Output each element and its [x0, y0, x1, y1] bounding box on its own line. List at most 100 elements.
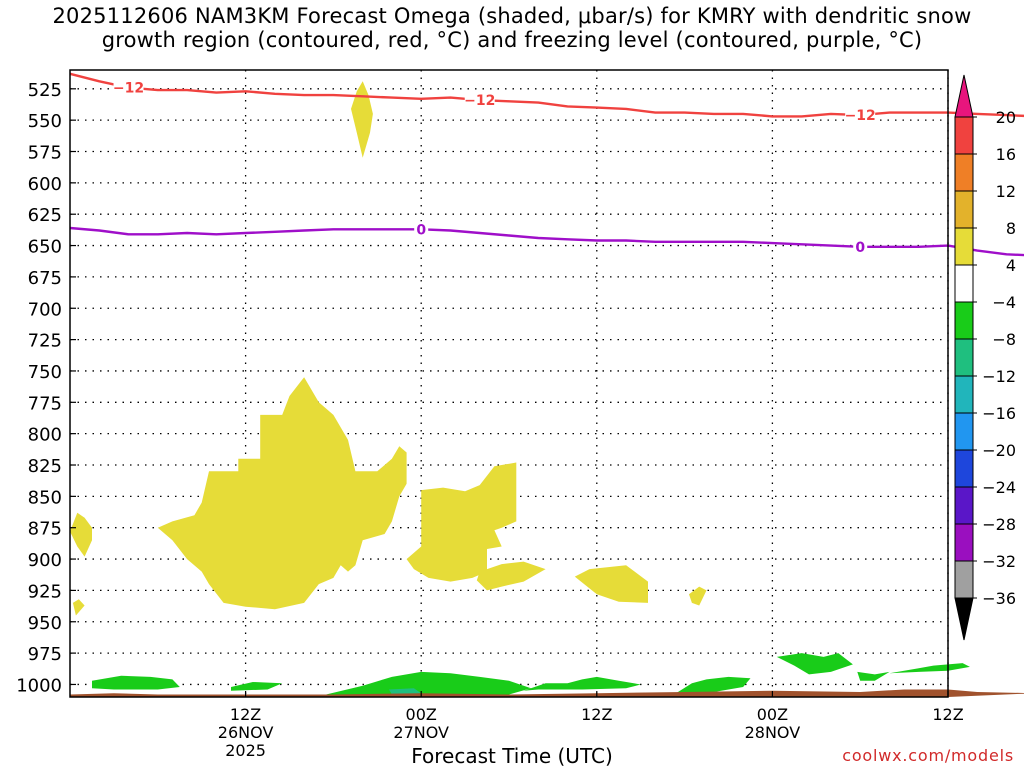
- y-tick-label-15: 900: [28, 550, 62, 571]
- colorbar-label-12: −32: [982, 552, 1016, 571]
- colorbar: 20 16 12 8 4 −4 −8 −12 −16 −20 −24 −28 −32 −36: [954, 74, 1016, 641]
- x-tick-label-4-0: 12Z: [932, 705, 963, 724]
- y-tick-label-2: 575: [28, 143, 62, 164]
- colorbar-label-7: −12: [982, 367, 1016, 386]
- y-tick-label-19: 1000: [16, 675, 62, 696]
- colorbar-box-2: [954, 190, 974, 229]
- colorbar-bottom-arrow: [954, 597, 974, 641]
- contour-lines: −12 −12 −12 0 0: [69, 72, 1024, 257]
- omega-region-7: [351, 81, 373, 158]
- colorbar-label-10: −24: [982, 478, 1016, 497]
- colorbar-label-0: 20: [996, 108, 1016, 127]
- omega-region-9: [231, 682, 283, 691]
- x-tick-label-0-1: 26NOV: [218, 723, 274, 742]
- y-tick-label-5: 650: [28, 237, 62, 258]
- y-tick-label-17: 950: [28, 613, 62, 634]
- y-tick-label-1: 550: [28, 111, 62, 132]
- chart-title: 2025112606 NAM3KM Forecast Omega (shaded…: [0, 4, 1024, 52]
- contour-label-0-1: −12: [464, 93, 495, 109]
- omega-region-16: [389, 688, 422, 695]
- omega-region-2: [72, 599, 85, 616]
- plot-frame: [69, 69, 949, 698]
- colorbar-label-13: −36: [982, 589, 1016, 608]
- y-tick-label-6: 675: [28, 268, 62, 289]
- colorbar-top-arrow: [954, 74, 974, 118]
- colorbar-box-7: [954, 375, 974, 414]
- y-tick-label-18: 975: [28, 644, 62, 665]
- terrain-fill: [70, 689, 1024, 697]
- x-tick-label-0-0: 12Z: [230, 705, 261, 724]
- colorbar-label-3: 8: [1006, 219, 1016, 238]
- omega-region-11: [523, 676, 641, 691]
- chart-title-line-1: 2025112606 NAM3KM Forecast Omega (shaded…: [52, 4, 972, 28]
- y-axis: 525 550 575 600 625 650 675 700 725 750 775 800 825 8…: [16, 80, 76, 696]
- contour-label-bg-1-0: [414, 221, 429, 238]
- colorbar-box-11: [954, 523, 974, 562]
- colorbar-box-12: [954, 560, 974, 599]
- y-tick-label-16: 925: [28, 581, 62, 602]
- contour-label-bg-0-1: [464, 92, 495, 109]
- colorbar-box-4: [954, 264, 974, 303]
- omega-region-5: [574, 565, 648, 603]
- contour-label-1-1: 0: [855, 240, 865, 256]
- colorbar-box-0: [954, 116, 974, 155]
- colorbar-label-11: −28: [982, 515, 1016, 534]
- y-tick-label-7: 700: [28, 299, 62, 320]
- y-tick-label-10: 775: [28, 393, 62, 414]
- contour-line-1: [69, 226, 1024, 257]
- omega-region-0: [157, 377, 407, 610]
- colorbar-box-10: [954, 486, 974, 525]
- colorbar-box-8: [954, 412, 974, 451]
- colorbar-label-4: 4: [1006, 256, 1016, 275]
- omega-region-6: [689, 586, 707, 606]
- y-tick-label-12: 825: [28, 456, 62, 477]
- colorbar-box-3: [954, 227, 974, 266]
- x-axis-label: Forecast Time (UTC): [411, 744, 613, 768]
- colorbar-label-9: −20: [982, 441, 1016, 460]
- colorbar-box-1: [954, 153, 974, 192]
- plot-area: [70, 70, 948, 697]
- omega-region-8: [92, 675, 180, 690]
- y-tick-label-3: 600: [28, 174, 62, 195]
- contour-label-0-2: −12: [845, 108, 876, 124]
- omega-region-10: [326, 671, 531, 697]
- colorbar-label-6: −8: [992, 330, 1016, 349]
- omega-region-4: [476, 561, 546, 591]
- omega-region-3: [406, 462, 517, 582]
- y-tick-label-11: 800: [28, 425, 62, 446]
- contour-label-1-0: 0: [416, 222, 426, 238]
- colorbar-label-5: −4: [992, 293, 1016, 312]
- y-tick-label-4: 625: [28, 205, 62, 226]
- x-tick-label-3-1: 28NOV: [745, 723, 801, 742]
- contour-label-bg-1-1: [853, 238, 868, 255]
- chart-title-line-2: growth region (contoured, red, °C) and f…: [101, 28, 923, 52]
- x-tick-label-3-0: 00Z: [757, 705, 788, 724]
- site-credit: coolwx.com/models: [842, 746, 1014, 765]
- colorbar-label-8: −16: [982, 404, 1016, 423]
- y-tick-label-13: 850: [28, 487, 62, 508]
- terrain: [70, 689, 1024, 697]
- colorbar-box-6: [954, 338, 974, 377]
- colorbar-label-1: 16: [996, 145, 1016, 164]
- omega-region-13: [776, 653, 853, 675]
- x-tick-label-2-0: 12Z: [581, 705, 612, 724]
- omega-region-14: [857, 671, 890, 681]
- y-tick-label-14: 875: [28, 519, 62, 540]
- x-tick-label-1-1: 27NOV: [393, 723, 449, 742]
- x-tick-label-0-2: 2025: [225, 741, 266, 760]
- y-tick-label-0: 525: [28, 80, 62, 101]
- y-tick-label-9: 750: [28, 362, 62, 383]
- omega-region-15: [889, 663, 970, 674]
- contour-label-0-0: −12: [113, 81, 144, 97]
- contour-label-bg-0-2: [845, 107, 876, 124]
- colorbar-box-5: [954, 301, 974, 340]
- omega-region-1: [70, 512, 92, 557]
- colorbar-box-9: [954, 449, 974, 488]
- colorbar-label-2: 12: [996, 182, 1016, 201]
- contour-label-bg-0-0: [113, 79, 144, 96]
- y-tick-label-8: 725: [28, 331, 62, 352]
- x-tick-label-1-0: 00Z: [406, 705, 437, 724]
- omega-shading: [70, 81, 970, 697]
